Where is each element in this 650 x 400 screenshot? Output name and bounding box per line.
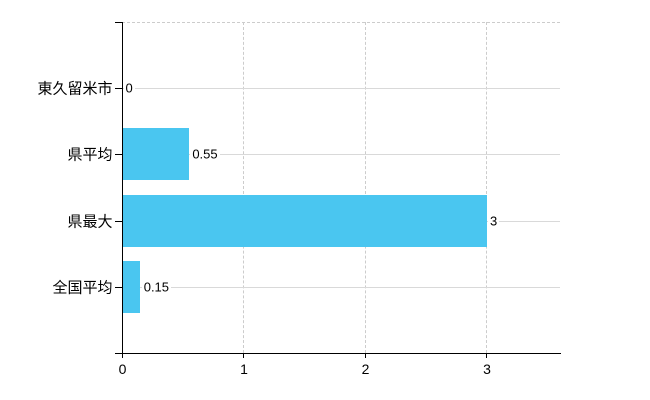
bar xyxy=(122,194,487,247)
value-label: 0 xyxy=(123,80,135,96)
x-axis-tick xyxy=(121,353,123,358)
gridline-horizontal xyxy=(121,88,560,90)
y-axis-tick xyxy=(114,220,122,222)
gridline-vertical xyxy=(364,22,366,353)
category-label: 県最大 xyxy=(67,213,113,231)
y-axis-tick xyxy=(114,154,122,156)
category-label: 全国平均 xyxy=(52,279,113,297)
value-label: 0.15 xyxy=(141,279,172,295)
value-label: 3 xyxy=(488,213,500,229)
y-axis-tick xyxy=(114,286,122,288)
x-axis xyxy=(114,353,561,354)
plot-top-border xyxy=(121,22,560,23)
y-axis-tick xyxy=(114,22,122,23)
category-label: 東久留米市 xyxy=(37,80,113,98)
bar xyxy=(122,260,141,313)
y-axis-tick xyxy=(114,88,122,90)
value-label: 0.55 xyxy=(190,146,220,162)
x-axis-tick xyxy=(243,353,244,358)
x-tick-label: 0 xyxy=(118,361,127,377)
x-tick-label: 3 xyxy=(483,361,491,377)
x-axis-tick xyxy=(486,353,487,358)
x-tick-label: 1 xyxy=(240,361,248,377)
gridline-horizontal xyxy=(121,154,560,156)
gridline-horizontal xyxy=(121,286,560,288)
gridline-vertical xyxy=(243,22,244,353)
gridline-vertical xyxy=(486,22,487,353)
category-label: 県平均 xyxy=(67,146,113,164)
x-axis-tick xyxy=(364,353,366,358)
x-tick-label: 2 xyxy=(361,361,370,377)
y-axis xyxy=(121,22,123,354)
bar xyxy=(122,128,189,181)
